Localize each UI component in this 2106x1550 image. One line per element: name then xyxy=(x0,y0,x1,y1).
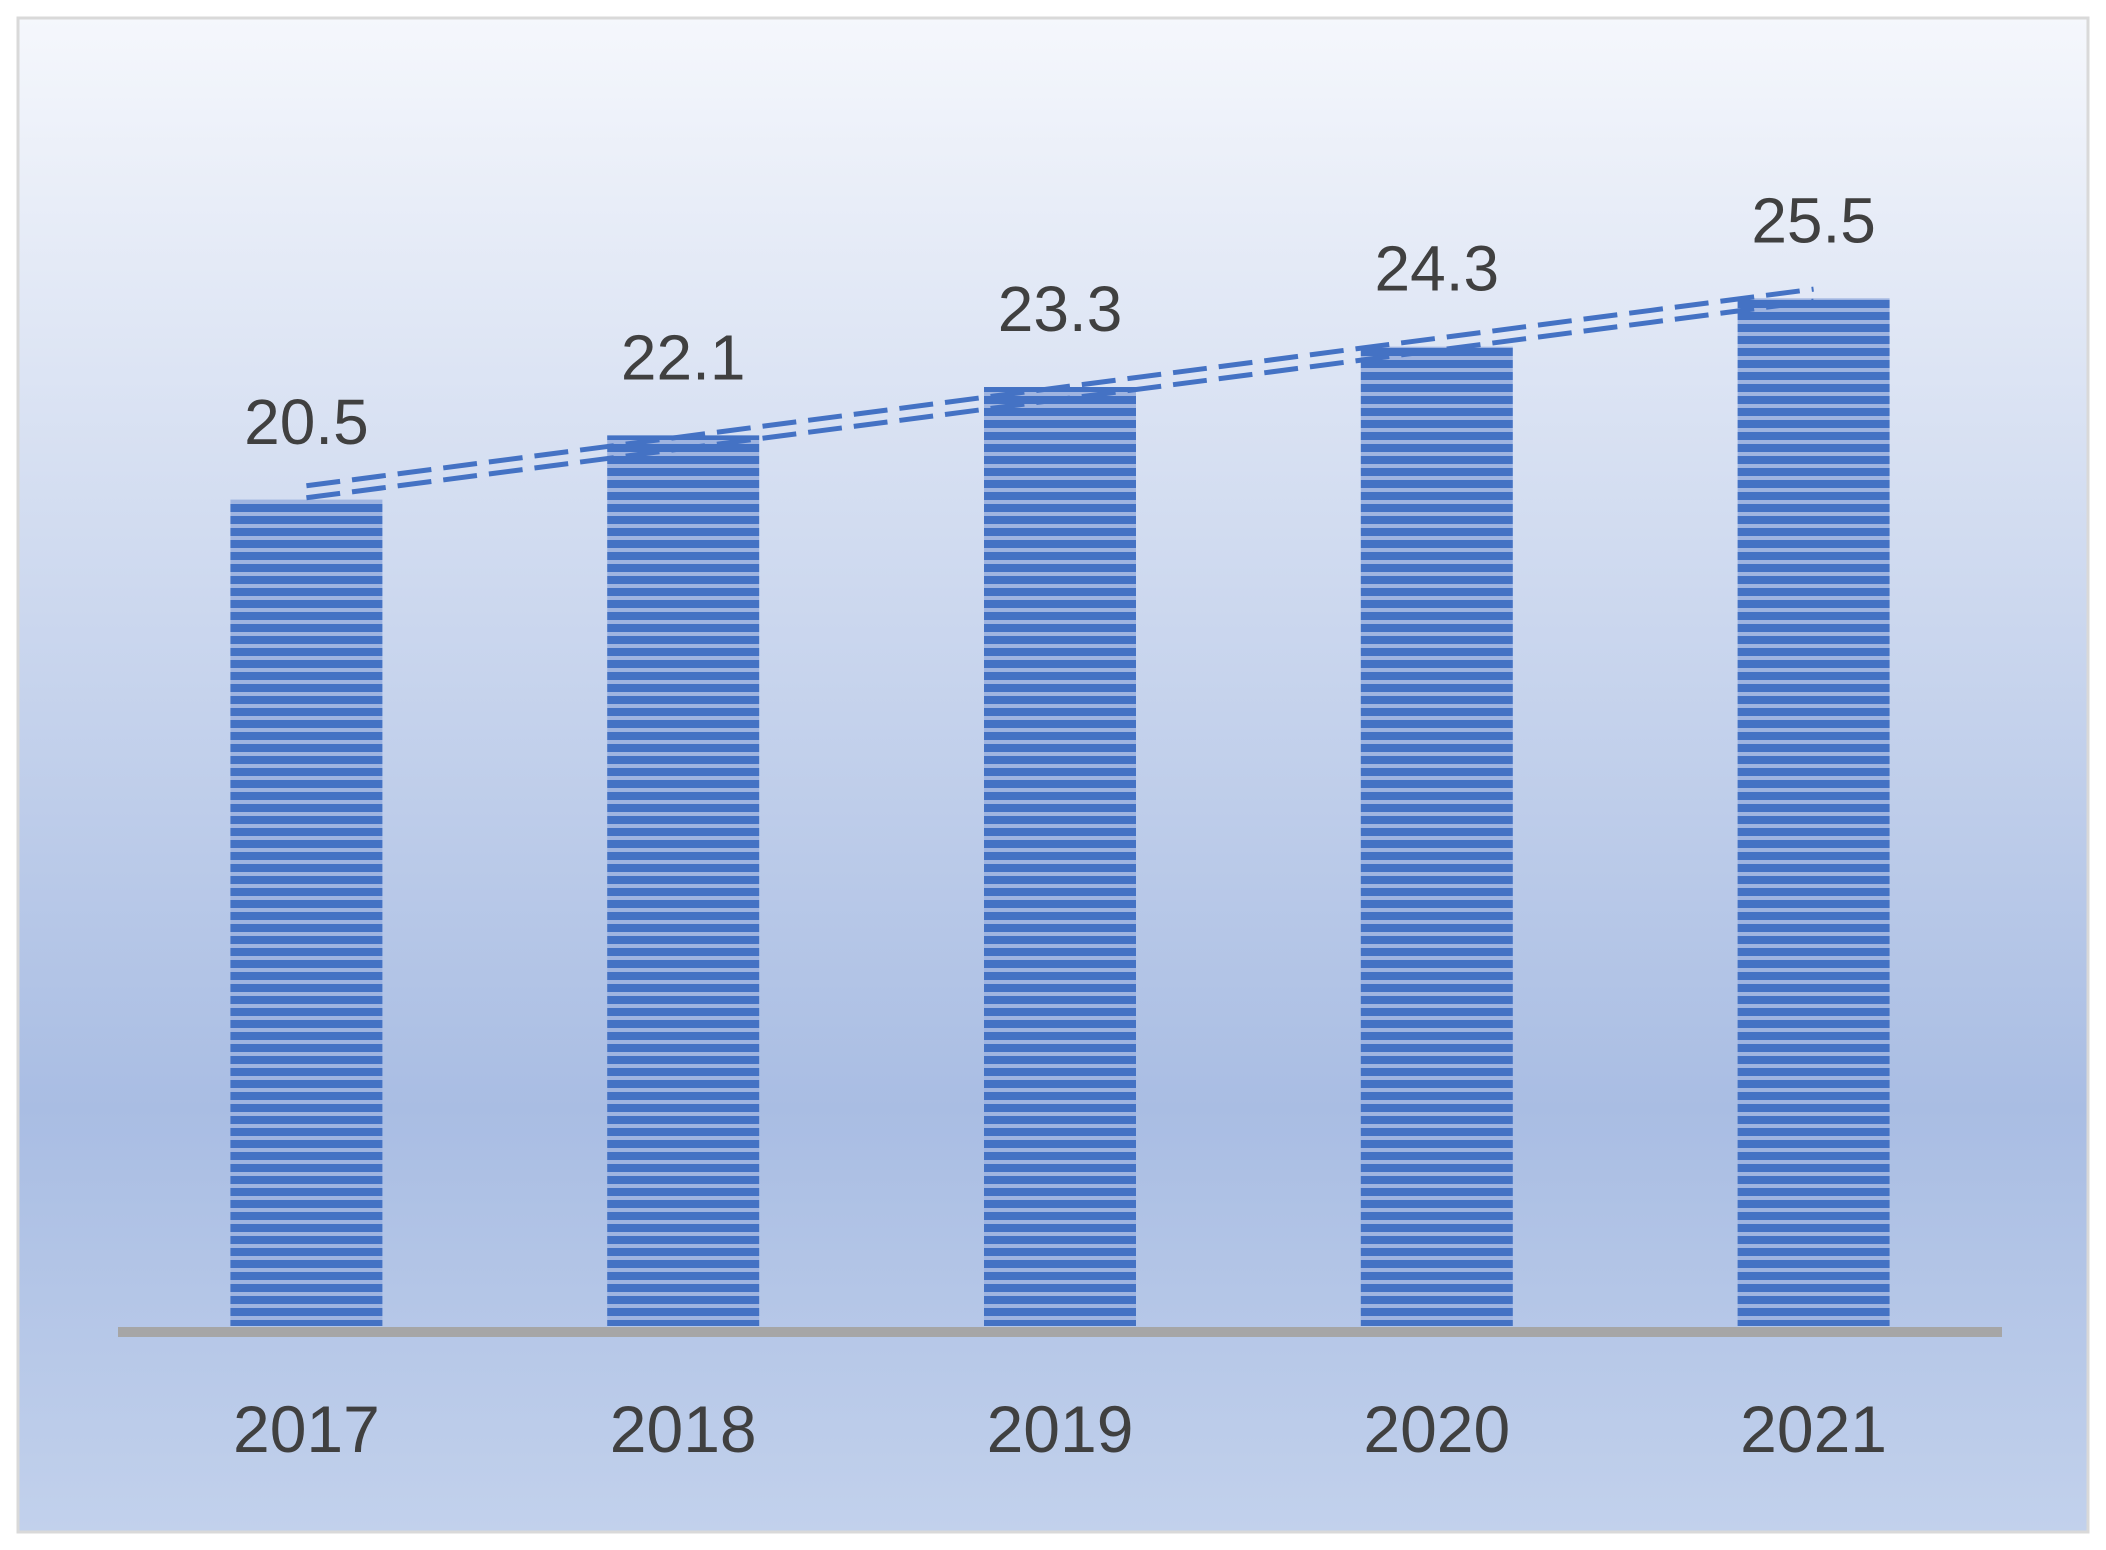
bar-2021 xyxy=(1737,298,1890,1327)
data-label-2017: 20.5 xyxy=(244,386,369,458)
data-label-2020: 24.3 xyxy=(1375,233,1500,305)
x-tick-labels-layer: 2017 2018 2019 2020 2021 xyxy=(233,1392,1887,1466)
bar-2017 xyxy=(230,499,383,1327)
bar-2018 xyxy=(607,435,760,1326)
x-tick-label-2018: 2018 xyxy=(610,1392,757,1466)
bars-layer xyxy=(230,298,1890,1327)
bar-2019 xyxy=(984,387,1136,1326)
trendline-layer xyxy=(306,286,1814,501)
bar-2020 xyxy=(1360,346,1513,1327)
x-tick-label-2021: 2021 xyxy=(1740,1392,1887,1466)
data-labels-layer: 20.5 22.1 23.3 24.3 25.5 xyxy=(244,184,1876,458)
x-tick-label-2019: 2019 xyxy=(987,1392,1134,1466)
data-label-2018: 22.1 xyxy=(621,321,746,393)
data-label-2019: 23.3 xyxy=(998,273,1123,345)
trendline-stroke-2 xyxy=(306,298,1814,501)
x-tick-label-2017: 2017 xyxy=(233,1392,380,1466)
data-label-2021: 25.5 xyxy=(1751,184,1876,256)
trendline-stroke-1 xyxy=(306,286,1814,489)
x-tick-label-2020: 2020 xyxy=(1363,1392,1510,1466)
